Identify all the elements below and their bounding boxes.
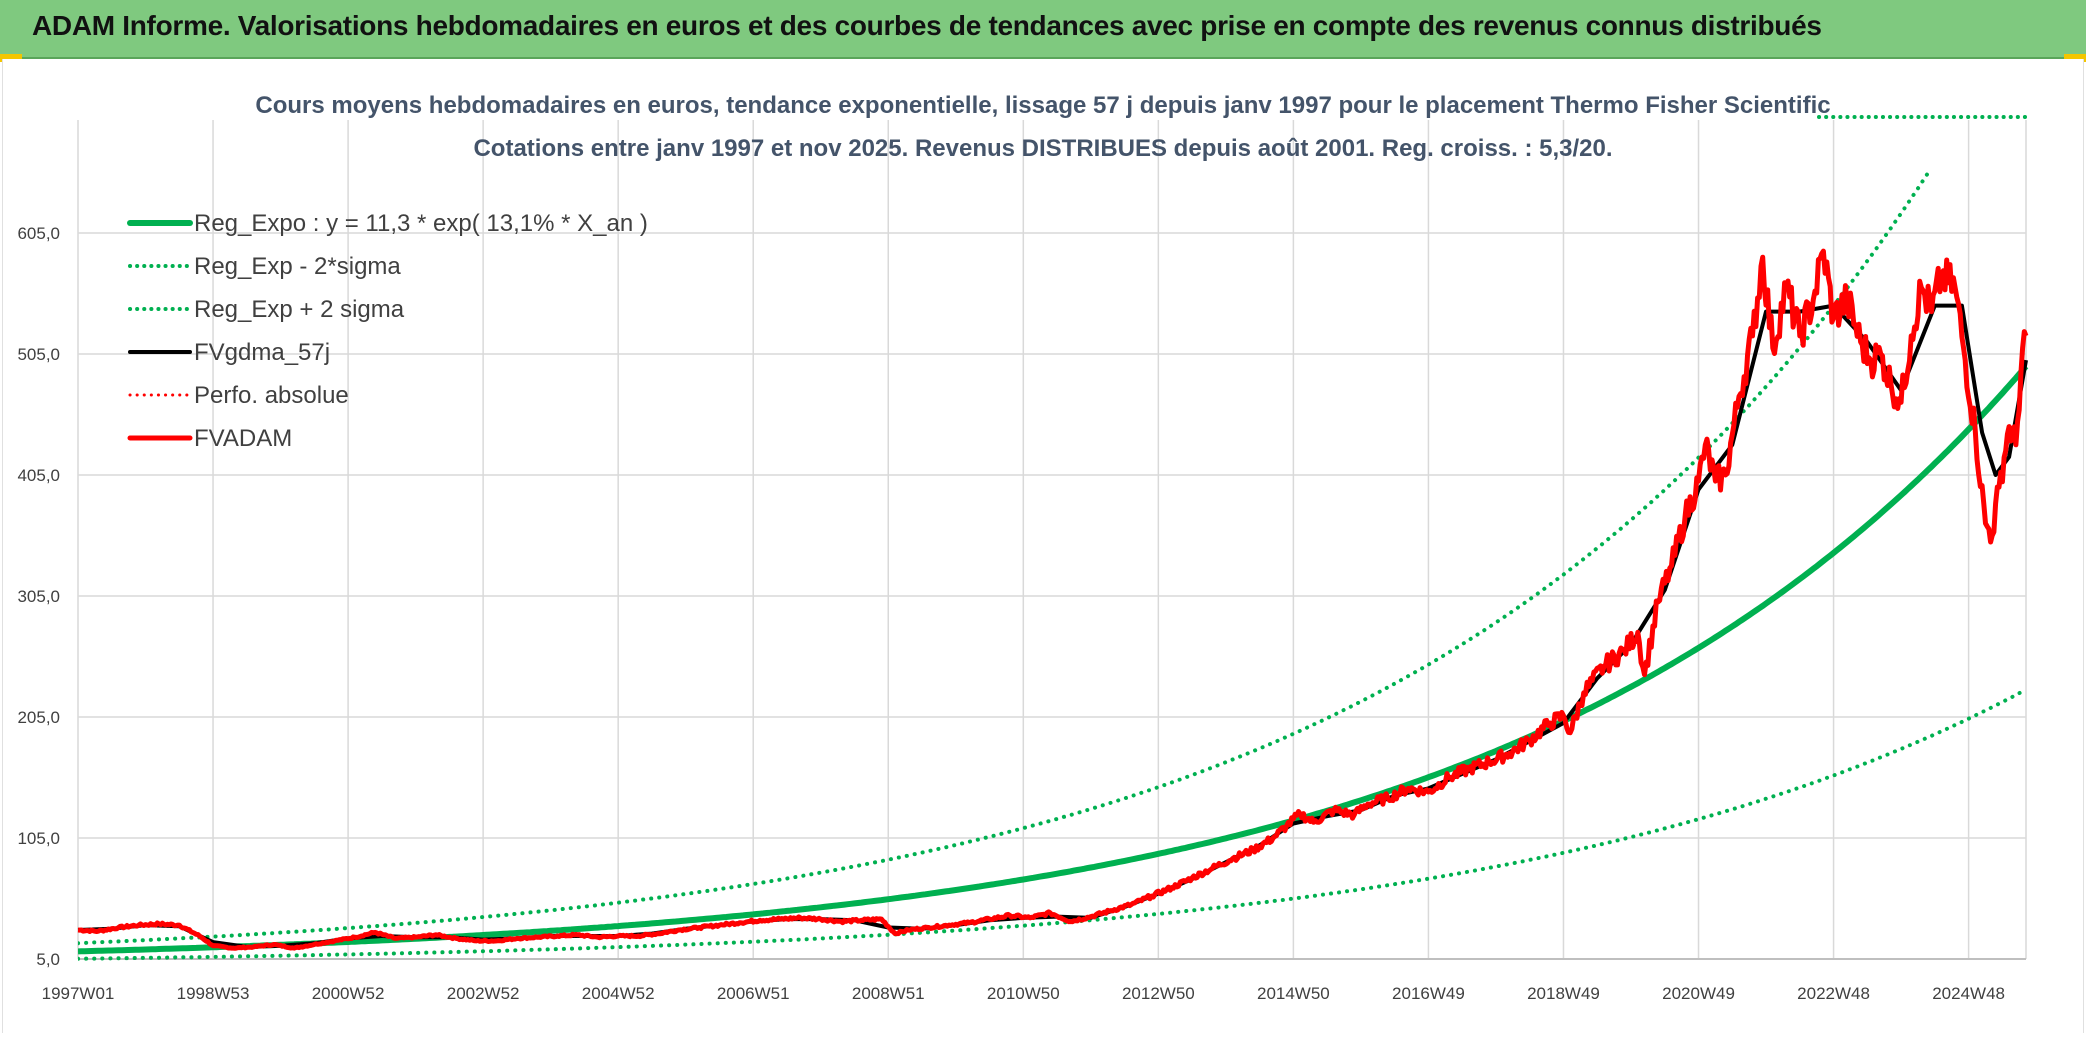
legend-label: FVADAM — [194, 425, 292, 452]
x-tick-label: 2016W49 — [1392, 984, 1465, 1003]
x-tick-label: 2014W50 — [1257, 984, 1330, 1003]
plot-area — [77, 170, 2029, 961]
x-tick-label: 2002W52 — [447, 984, 520, 1003]
corner-marker-left — [0, 54, 22, 62]
x-tick-label: 2022W48 — [1797, 984, 1870, 1003]
y-tick-label: 205,0 — [17, 708, 60, 727]
legend: Reg_Expo : y = 11,3 * exp( 13,1% * X_an … — [127, 210, 648, 452]
legend-label: Perfo. absolue — [194, 382, 349, 409]
legend-label: Reg_Expo : y = 11,3 * exp( 13,1% * X_an … — [194, 210, 648, 237]
y-tick-label: 505,0 — [17, 345, 60, 364]
reg-upper-band — [78, 170, 1933, 946]
legend-label: Reg_Exp - 2*sigma — [194, 253, 401, 280]
corner-marker-right — [2064, 54, 2086, 62]
y-tick-label: 105,0 — [17, 829, 60, 848]
x-tick-label: 1997W01 — [42, 984, 115, 1003]
legend-label: FVgdma_57j — [194, 339, 330, 366]
x-tick-label: 2024W48 — [1932, 984, 2005, 1003]
x-tick-label: 2020W49 — [1662, 984, 1735, 1003]
x-axis: 1997W01 1998W53 2000W52 2002W52 2004W52 2006W… — [42, 984, 2005, 1003]
header-title: ADAM Informe. Valorisations hebdomadaire… — [32, 10, 1822, 41]
reg-lower-band — [78, 687, 2028, 961]
x-tick-label: 2010W50 — [987, 984, 1060, 1003]
grid — [77, 120, 2027, 960]
x-tick-label: 2000W52 — [312, 984, 385, 1003]
x-tick-label: 2018W49 — [1527, 984, 1600, 1003]
x-tick-label: 2012W50 — [1122, 984, 1195, 1003]
x-tick-label: 2006W51 — [717, 984, 790, 1003]
y-tick-label: 405,0 — [17, 466, 60, 485]
y-axis: 605,0 505,0 405,0 305,0 205,0 105,0 5,0 — [17, 224, 60, 969]
y-tick-label: 305,0 — [17, 587, 60, 606]
chart-subtitle: Cotations entre janv 1997 et nov 2025. R… — [473, 135, 1612, 162]
reg-expo-line — [78, 364, 2029, 955]
header-banner: ADAM Informe. Valorisations hebdomadaire… — [0, 0, 2086, 59]
y-tick-label: 605,0 — [17, 224, 60, 243]
chart-title: Cours moyens hebdomadaires en euros, ten… — [255, 92, 1830, 119]
x-tick-label: 2008W51 — [852, 984, 925, 1003]
x-tick-label: 1998W53 — [177, 984, 250, 1003]
chart-panel — [2, 59, 2084, 1033]
legend-label: Reg_Exp + 2 sigma — [194, 296, 405, 323]
y-tick-label: 5,0 — [36, 950, 60, 969]
fvadam-line — [77, 248, 2029, 951]
x-tick-label: 2004W52 — [582, 984, 655, 1003]
